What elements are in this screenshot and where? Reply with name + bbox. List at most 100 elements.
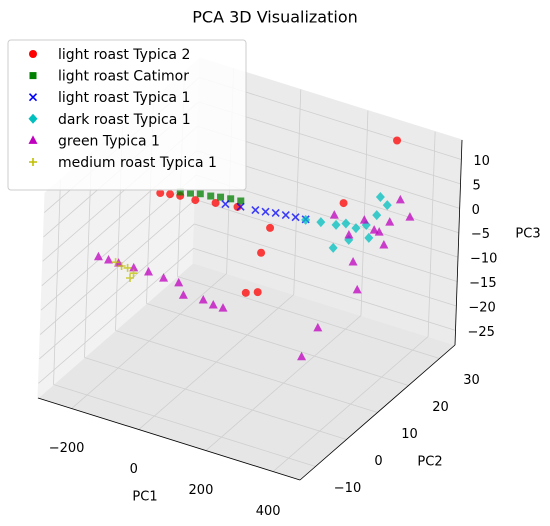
axis-line	[454, 139, 463, 346]
legend-marker	[28, 135, 38, 144]
point	[218, 303, 228, 312]
axes: −200 0 200 400 −10 0 10 20 30 −25 −20 −15 −10 −5 0 5 10	[37, 139, 497, 519]
point	[331, 219, 341, 230]
point	[104, 254, 114, 264]
grid-line	[115, 330, 378, 413]
grid-line	[39, 199, 196, 335]
z-tick-label: −20	[468, 300, 495, 315]
point	[208, 300, 218, 309]
point	[217, 193, 225, 201]
point	[207, 192, 215, 200]
point	[129, 262, 139, 272]
point	[227, 195, 235, 203]
axis-line	[299, 344, 456, 481]
grid-line	[53, 384, 316, 467]
grid-line	[39, 223, 195, 360]
point	[159, 273, 169, 282]
point	[348, 256, 358, 266]
point	[236, 202, 245, 211]
point	[359, 215, 369, 224]
legend-label: light roast Typica 1	[58, 90, 190, 106]
x-tick-label: 0	[130, 462, 138, 477]
point	[221, 200, 230, 209]
point	[385, 217, 395, 226]
legend-label: green Typica 1	[58, 133, 160, 149]
point	[266, 223, 275, 232]
grid-line	[177, 276, 440, 359]
point	[369, 225, 379, 234]
point	[316, 217, 326, 228]
legend-marker	[28, 113, 38, 124]
point	[241, 288, 250, 297]
grid-line	[293, 89, 302, 295]
grid-line	[194, 223, 457, 307]
point	[237, 197, 245, 205]
point	[117, 262, 126, 271]
point	[301, 214, 311, 225]
point	[123, 263, 132, 272]
point	[253, 288, 262, 297]
point	[395, 194, 405, 204]
grid-line	[146, 303, 409, 386]
point	[211, 198, 220, 207]
point	[375, 192, 385, 203]
legend-marker	[28, 93, 38, 102]
point	[93, 251, 103, 261]
point	[364, 232, 374, 243]
z-tick-label: −15	[469, 276, 496, 291]
point	[174, 277, 184, 287]
point	[393, 136, 402, 145]
point	[191, 196, 200, 205]
y-tick-label: 10	[401, 427, 418, 442]
point	[291, 213, 300, 222]
point	[379, 239, 389, 249]
point	[261, 207, 270, 216]
y-tick-label: −10	[334, 481, 361, 496]
z-tick-label: −10	[470, 252, 497, 267]
grid-line	[360, 110, 369, 316]
point	[198, 294, 208, 304]
y-axis-label: PC2	[417, 455, 442, 470]
legend-marker	[29, 158, 37, 166]
point	[144, 266, 154, 276]
point	[176, 188, 184, 196]
point	[186, 189, 194, 197]
point	[251, 205, 260, 215]
point	[372, 210, 382, 221]
point	[166, 190, 175, 199]
grid-line	[38, 248, 194, 384]
point	[351, 223, 361, 234]
legend-label: dark roast Typica 1	[58, 112, 191, 128]
legend: light roast Typica 2 light roast Catimor l…	[7, 39, 247, 191]
y-tick-label: 0	[374, 454, 382, 469]
legend-label: medium roast Typica 1	[58, 155, 217, 171]
legend-box	[7, 39, 247, 191]
grid-line	[53, 179, 61, 385]
point	[382, 200, 392, 211]
point	[196, 190, 204, 198]
point	[328, 242, 338, 253]
chart-title: PCA 3D Visualization	[192, 8, 358, 27]
legend-marker	[29, 50, 37, 58]
point	[352, 284, 362, 294]
point	[281, 211, 290, 220]
z-tick-label: 0	[472, 203, 480, 218]
point	[405, 212, 415, 221]
grid-line	[84, 357, 347, 440]
y-tick-label: 30	[463, 373, 480, 388]
point	[257, 248, 266, 257]
point	[129, 269, 138, 278]
points	[93, 136, 415, 361]
point	[313, 322, 323, 332]
point	[125, 274, 134, 283]
y-tick-label: 20	[432, 400, 449, 415]
x-axis-label: PC1	[132, 490, 157, 505]
point	[111, 258, 120, 267]
grid-line	[195, 199, 458, 282]
legend-label: light roast Typica 2	[58, 47, 190, 63]
point	[344, 230, 354, 239]
z-tick-label: −5	[471, 227, 490, 242]
point	[271, 208, 280, 217]
legend-marker	[29, 72, 37, 80]
